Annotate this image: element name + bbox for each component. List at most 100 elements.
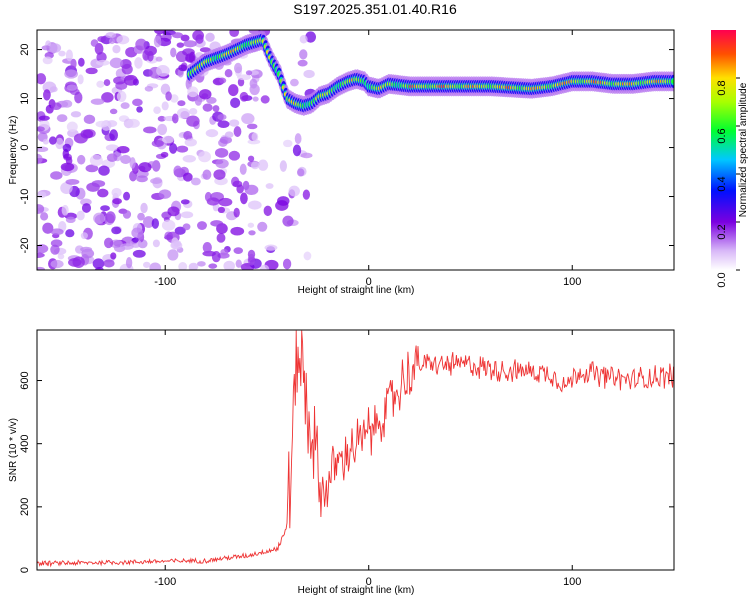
spectrogram-y-tick-label: 10 <box>19 92 31 104</box>
snr-y-tick-label: 0 <box>19 567 31 573</box>
noise-blob <box>153 106 161 114</box>
noise-blob <box>157 115 166 122</box>
noise-blob <box>161 219 176 231</box>
noise-blob <box>37 244 49 254</box>
noise-blob <box>241 113 255 125</box>
noise-blob <box>96 51 107 63</box>
noise-blob <box>239 91 249 102</box>
noise-blob <box>50 228 64 236</box>
noise-blob <box>66 84 78 91</box>
noise-blob <box>103 79 111 87</box>
noise-blob <box>112 198 122 205</box>
noise-blob <box>247 155 255 162</box>
noise-blob <box>194 94 203 106</box>
noise-blob <box>38 115 50 121</box>
noise-blob <box>171 32 184 39</box>
noise-blob <box>187 86 199 98</box>
noise-blob <box>158 189 172 199</box>
noise-blob <box>170 94 179 103</box>
noise-blob <box>215 158 229 169</box>
noise-blob <box>217 120 230 129</box>
noise-blob <box>195 34 204 44</box>
noise-blob <box>220 248 229 256</box>
noise-blob <box>81 203 92 213</box>
noise-blob <box>300 152 313 159</box>
noise-blob <box>170 47 177 58</box>
noise-blob <box>65 179 80 185</box>
chart-title: S197.2025.351.01.40.R16 <box>293 1 457 17</box>
noise-blob <box>198 151 212 163</box>
noise-blob <box>42 56 53 65</box>
noise-blob <box>80 246 93 253</box>
noise-blob <box>282 258 292 270</box>
noise-blob <box>303 69 315 79</box>
noise-blob <box>135 38 148 51</box>
noise-blob <box>72 256 85 268</box>
noise-blob <box>136 106 143 113</box>
spectrogram-x-label: Height of straight line (km) <box>298 285 415 296</box>
noise-blob <box>77 74 84 85</box>
noise-blob <box>126 118 140 128</box>
noise-blob <box>132 249 146 258</box>
noise-blob <box>199 89 212 100</box>
noise-blob <box>95 266 104 270</box>
noise-blob <box>217 206 226 214</box>
noise-blob <box>172 113 179 124</box>
noise-blob <box>61 204 69 216</box>
noise-blob <box>180 34 190 42</box>
noise-blob <box>91 180 106 188</box>
noise-blob <box>60 162 75 172</box>
noise-blob <box>140 202 148 214</box>
noise-blob <box>178 64 187 72</box>
noise-blob <box>137 212 145 221</box>
noise-blob <box>77 154 86 165</box>
noise-blob <box>188 263 198 270</box>
noise-blob <box>142 261 151 268</box>
noise-blob <box>105 211 116 224</box>
noise-blob <box>246 123 258 130</box>
noise-blob <box>296 168 305 177</box>
noise-blob <box>169 143 178 154</box>
noise-blob <box>219 136 232 144</box>
noise-blob <box>58 50 66 57</box>
noise-blob <box>290 78 299 87</box>
noise-blob <box>292 144 302 157</box>
noise-blob <box>218 197 233 207</box>
noise-blob <box>57 253 65 260</box>
noise-blob <box>64 69 79 79</box>
noise-blob <box>41 45 51 51</box>
noise-blob <box>282 215 294 227</box>
noise-blob <box>257 159 269 171</box>
noise-blob <box>60 182 73 194</box>
noise-blob <box>177 100 186 107</box>
noise-blob <box>152 239 160 248</box>
colorbar-tick-label: 0.0 <box>716 272 728 287</box>
noise-blob <box>108 38 116 45</box>
noise-blob <box>153 35 162 48</box>
noise-blob <box>116 35 130 45</box>
noise-blob <box>85 67 98 75</box>
noise-blob <box>155 56 163 62</box>
noise-blob <box>247 253 256 266</box>
noise-blob <box>244 184 259 195</box>
noise-blob <box>247 222 255 228</box>
noise-blob <box>116 90 127 103</box>
spectrogram-y-tick-label: 0 <box>19 144 31 150</box>
noise-blob <box>73 133 88 144</box>
noise-blob <box>305 31 316 43</box>
noise-blob <box>95 120 109 128</box>
snr-x-tick-label: 0 <box>366 576 372 588</box>
noise-blob <box>48 136 57 145</box>
noise-blob <box>190 177 201 186</box>
noise-blob <box>97 188 109 198</box>
noise-blob <box>104 237 114 249</box>
noise-blob <box>182 154 197 163</box>
noise-blob <box>132 98 143 107</box>
noise-blob <box>233 126 242 137</box>
noise-blob <box>247 139 261 145</box>
noise-blob <box>111 187 122 198</box>
noise-blob <box>109 57 123 69</box>
noise-blob <box>50 171 63 180</box>
noise-blob <box>199 47 211 53</box>
